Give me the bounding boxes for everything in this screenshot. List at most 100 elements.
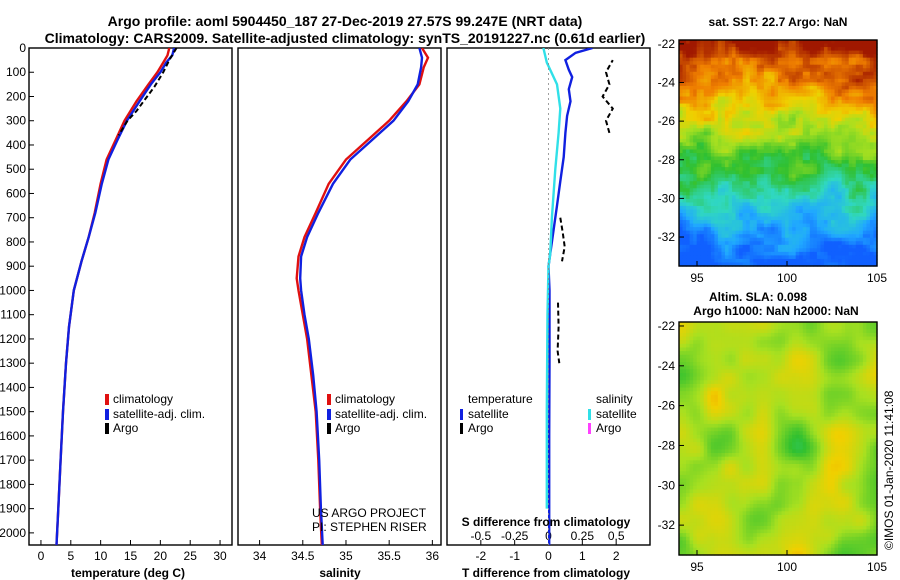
heatmap-cell xyxy=(707,262,712,267)
heatmap-cell xyxy=(710,230,715,235)
heatmap-cell xyxy=(866,54,871,59)
heatmap-cell xyxy=(802,244,807,249)
heatmap-cell xyxy=(862,61,867,66)
series-line-satellite-adj-clim- xyxy=(55,48,176,545)
heatmap-cell xyxy=(806,398,811,403)
heatmap-cell xyxy=(721,138,726,144)
heatmap-cell xyxy=(710,89,715,94)
heatmap-cell xyxy=(845,372,850,378)
heatmap-cell xyxy=(869,202,875,207)
heatmap-cell xyxy=(862,85,867,91)
heatmap-cell xyxy=(742,383,747,389)
heatmap-cell xyxy=(682,191,687,196)
heatmap-cell xyxy=(827,110,832,115)
heatmap-cell xyxy=(834,391,839,396)
heatmap-cell xyxy=(855,188,860,193)
heatmap-cell xyxy=(823,156,829,161)
heatmap-cell xyxy=(802,209,807,214)
heatmap-cell xyxy=(792,391,797,396)
heatmap-cell xyxy=(739,262,744,267)
heatmap-cell xyxy=(795,394,800,400)
heatmap-cell xyxy=(852,110,857,115)
heatmap-cell xyxy=(732,205,737,211)
heatmap-cell xyxy=(756,262,761,267)
heatmap-cell xyxy=(855,220,860,225)
heatmap-cell xyxy=(848,54,853,59)
heatmap-cell xyxy=(732,362,737,367)
heatmap-cell xyxy=(735,398,740,403)
heatmap-cell xyxy=(813,153,818,158)
heatmap-cell xyxy=(823,216,829,221)
heatmap-cell xyxy=(682,92,687,98)
heatmap-cell xyxy=(728,68,733,73)
heatmap-cell xyxy=(728,329,733,334)
heatmap-cell xyxy=(693,124,698,129)
heatmap-cell xyxy=(707,391,712,396)
heatmap-cell xyxy=(831,383,836,389)
heatmap-cell xyxy=(799,362,804,367)
heatmap-cell xyxy=(682,322,687,327)
heatmap-cell xyxy=(855,135,860,140)
heatmap-cell xyxy=(820,89,825,94)
heatmap-cell xyxy=(799,372,804,378)
heatmap-cell xyxy=(749,138,754,144)
heatmap-cell xyxy=(781,340,786,345)
heatmap-cell xyxy=(820,213,825,218)
heatmap-cell xyxy=(855,114,860,119)
heatmap-cell xyxy=(834,205,839,211)
heatmap-cell xyxy=(873,220,878,225)
heatmap-cell xyxy=(806,209,811,214)
heatmap-cell xyxy=(841,100,846,105)
heatmap-cell xyxy=(679,43,684,48)
heatmap-cell xyxy=(700,57,705,62)
heatmap-cell xyxy=(721,351,726,356)
heatmap-cell xyxy=(781,262,786,267)
heatmap-cell xyxy=(689,380,694,385)
heatmap-cell xyxy=(859,142,864,147)
heatmap-cell xyxy=(707,234,712,239)
heatmap-cell xyxy=(732,89,737,94)
heatmap-cell xyxy=(838,332,843,338)
heatmap-cell xyxy=(700,223,705,228)
heatmap-cell xyxy=(827,198,832,204)
heatmap-cell xyxy=(820,68,825,73)
heatmap-cell xyxy=(852,354,857,360)
heatmap-cell xyxy=(742,82,747,87)
heatmap-cell xyxy=(732,251,737,257)
heatmap-cell xyxy=(735,138,740,144)
heatmap-cell xyxy=(774,195,779,200)
heatmap-cell xyxy=(682,128,687,133)
heatmap-cell xyxy=(802,177,807,182)
heatmap-cell xyxy=(753,251,758,257)
heatmap-cell xyxy=(866,230,871,235)
heatmap-cell xyxy=(682,163,687,168)
heatmap-cell xyxy=(823,128,829,133)
heatmap-cell xyxy=(686,78,691,83)
heatmap-cell xyxy=(760,177,765,182)
heatmap-cell xyxy=(753,54,758,59)
heatmap-cell xyxy=(834,163,839,168)
heatmap-cell xyxy=(834,248,839,253)
heatmap-cell xyxy=(756,362,761,367)
heatmap-cell xyxy=(823,372,829,378)
heatmap-cell xyxy=(717,96,723,101)
heatmap-cell xyxy=(852,202,857,207)
heatmap-cell xyxy=(696,362,701,367)
heatmap-cell xyxy=(827,223,832,228)
heatmap-cell xyxy=(855,68,860,73)
heatmap-cell xyxy=(873,100,878,105)
heatmap-cell xyxy=(700,351,705,356)
heatmap-cell xyxy=(753,223,758,228)
heatmap-cell xyxy=(760,184,765,189)
heatmap-cell xyxy=(809,167,814,172)
heatmap-cell xyxy=(767,209,772,214)
heatmap-cell xyxy=(802,160,807,165)
heatmap-cell xyxy=(866,325,871,330)
heatmap-cell xyxy=(721,100,726,105)
heatmap-cell xyxy=(845,82,850,87)
heatmap-cell xyxy=(732,369,737,374)
heatmap-cell xyxy=(689,347,694,352)
heatmap-cell xyxy=(781,64,786,69)
heatmap-cell xyxy=(806,103,811,108)
map-y-tick-label: -24 xyxy=(658,75,676,89)
